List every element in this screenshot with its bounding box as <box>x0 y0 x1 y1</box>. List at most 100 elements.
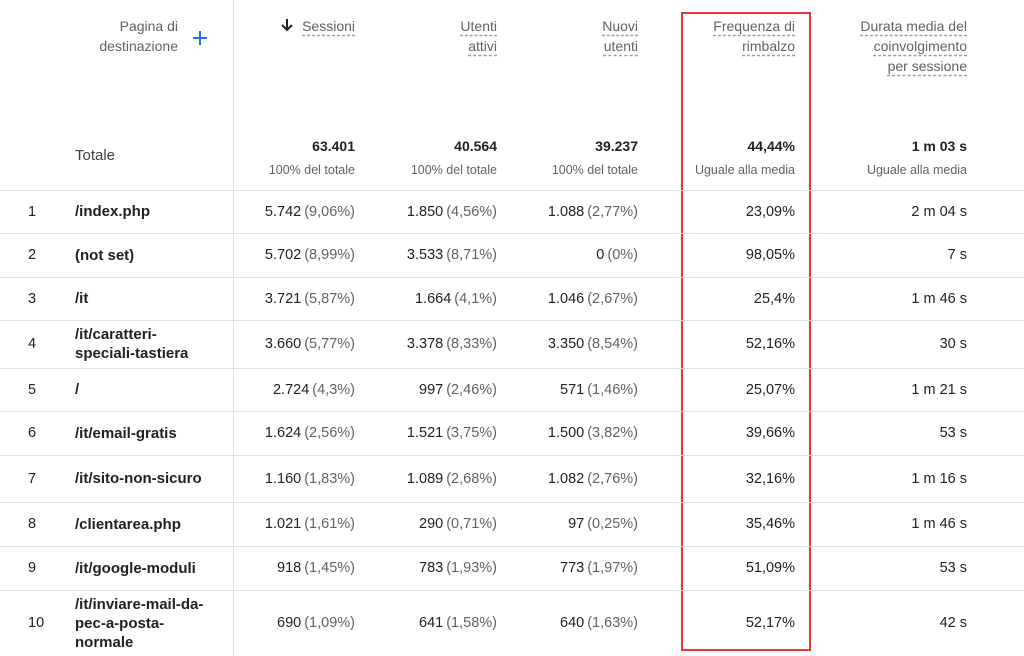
metric-cell: 52,16% <box>648 320 795 368</box>
metric-cell: 1.082 (2,76%) <box>507 455 638 502</box>
add-dimension-icon[interactable] <box>192 30 208 46</box>
metric-share: (8,71%) <box>446 247 497 263</box>
metric-share: (4,1%) <box>454 290 497 307</box>
metric-value: 3.533 <box>406 247 444 263</box>
metric-value: 3.721 <box>264 290 302 307</box>
total-note: 100% del totale <box>410 163 497 177</box>
metric-cell: 783 (1,93%) <box>365 546 497 590</box>
page-path[interactable]: /it/google-moduli <box>75 559 196 577</box>
metric-header[interactable]: Sessioni <box>235 16 355 36</box>
total-value: 63.401 <box>312 138 355 154</box>
metric-value: 23,09% <box>745 203 795 220</box>
total-value: 39.237 <box>595 138 638 154</box>
metric-cell: 3.533 (8,71%) <box>365 233 497 277</box>
metric-share: (2,68%) <box>446 470 497 487</box>
metric-share: (2,76%) <box>587 470 638 487</box>
metric-value: 1.624 <box>264 425 302 441</box>
page-path[interactable]: /it <box>75 290 89 307</box>
metric-value: 35,46% <box>745 516 795 532</box>
metric-value: 5.702 <box>264 247 302 263</box>
metric-value: 1.850 <box>406 203 444 220</box>
page-path[interactable]: /it/inviare-mail-da-pec-a-posta-normale <box>75 595 204 651</box>
row-rank: 7 <box>28 470 37 487</box>
metric-value: 640 <box>560 615 585 631</box>
metric-cell: 290 (0,71%) <box>365 502 497 546</box>
metric-value: 5.742 <box>264 203 302 220</box>
metric-header[interactable]: Utenti attivi <box>435 16 497 56</box>
metric-cell: 1.089 (2,68%) <box>365 455 497 502</box>
metric-cell: 1.521 (3,75%) <box>365 411 497 455</box>
column-divider <box>233 0 234 656</box>
metric-value: 51,09% <box>745 560 795 576</box>
metric-cell: 97 (0,25%) <box>507 502 638 546</box>
metric-share: (2,46%) <box>446 381 497 398</box>
metric-cell: 3.378 (8,33%) <box>365 320 497 368</box>
metric-cell: 53 s <box>806 546 967 590</box>
metric-share: (2,67%) <box>587 290 638 307</box>
metric-value: 52,16% <box>745 336 795 352</box>
metric-cell: 39,66% <box>648 411 795 455</box>
metric-cell: 918 (1,45%) <box>233 546 355 590</box>
metric-cell: 690 (1,09%) <box>233 590 355 656</box>
metric-cell: 773 (1,97%) <box>507 546 638 590</box>
metric-share: (3,82%) <box>587 425 638 441</box>
metric-value: 571 <box>560 381 585 398</box>
metric-share: (0,71%) <box>446 516 497 532</box>
metric-share: (4,3%) <box>312 381 355 398</box>
metric-cell: 2.724 (4,3%) <box>233 368 355 411</box>
metric-share: (8,33%) <box>446 336 497 352</box>
metric-value: 783 <box>419 560 444 576</box>
metric-cell: 3.350 (8,54%) <box>507 320 638 368</box>
metric-cell: 98,05% <box>648 233 795 277</box>
metric-value: 1 m 46 s <box>911 516 967 532</box>
row-divider <box>0 190 1024 191</box>
page-path[interactable]: /clientarea.php <box>75 515 181 533</box>
row-rank: 3 <box>28 290 37 307</box>
row-rank: 4 <box>28 336 37 352</box>
metric-cell: 1 m 16 s <box>806 455 967 502</box>
metric-share: (8,54%) <box>587 336 638 352</box>
dimension-header[interactable]: Pagina di destinazione <box>99 18 178 54</box>
sort-arrow[interactable] <box>280 18 294 32</box>
row-divider <box>0 546 1024 547</box>
metric-value: 1.046 <box>547 290 585 307</box>
row-divider <box>0 277 1024 278</box>
metric-share: (1,46%) <box>587 381 638 398</box>
metric-cell: 1.664 (4,1%) <box>365 277 497 320</box>
metric-cell: 23,09% <box>648 190 795 233</box>
metric-cell: 25,07% <box>648 368 795 411</box>
metric-header[interactable]: Frequenza di rimbalzo <box>689 16 795 56</box>
row-divider <box>0 502 1024 503</box>
metric-value: 53 s <box>939 425 967 441</box>
metric-value: 1.088 <box>547 203 585 220</box>
metric-value: 7 s <box>947 247 967 263</box>
metric-share: (5,77%) <box>304 336 355 352</box>
page-path[interactable]: (not set) <box>75 246 135 264</box>
metric-value: 42 s <box>939 615 967 631</box>
metric-cell: 640 (1,63%) <box>507 590 638 656</box>
metric-value: 3.350 <box>547 336 585 352</box>
metric-share: (9,06%) <box>304 203 355 220</box>
row-rank: 5 <box>28 381 37 398</box>
page-path[interactable]: /index.php <box>75 203 150 220</box>
metric-header[interactable]: Nuovi utenti <box>576 16 638 56</box>
metric-cell: 1 m 46 s <box>806 277 967 320</box>
row-rank: 9 <box>28 560 37 576</box>
metric-share: (8,99%) <box>304 247 355 263</box>
metric-value: 39,66% <box>745 425 795 441</box>
metric-cell: 5.742 (9,06%) <box>233 190 355 233</box>
metric-cell: 7 s <box>806 233 967 277</box>
metric-share: (1,97%) <box>587 560 638 576</box>
metric-share: (1,93%) <box>446 560 497 576</box>
row-divider <box>0 320 1024 321</box>
metric-cell: 3.660 (5,77%) <box>233 320 355 368</box>
page-path[interactable]: /it/sito-non-sicuro <box>75 470 202 487</box>
page-path[interactable]: /it/email-gratis <box>75 424 177 442</box>
metric-header[interactable]: Durata media del coinvolgimento per sess… <box>850 16 967 76</box>
metric-value: 97 <box>568 516 585 532</box>
page-path[interactable]: / <box>75 381 80 398</box>
highlight-box <box>681 12 811 651</box>
page-path[interactable]: /it/caratteri-speciali-tastiera <box>75 326 189 362</box>
metric-value: 2.724 <box>272 381 310 398</box>
metric-cell: 32,16% <box>648 455 795 502</box>
